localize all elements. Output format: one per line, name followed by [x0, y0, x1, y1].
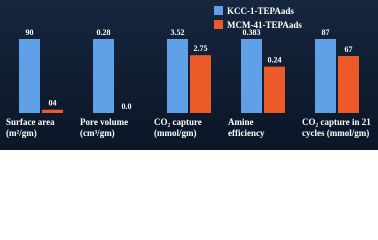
value-label: 0.0: [122, 102, 132, 111]
bar: [190, 55, 211, 113]
bar: [93, 39, 114, 113]
bar: [42, 109, 63, 113]
value-label: 04: [49, 99, 57, 108]
category-label: CO₂ capture (mmol/gm): [154, 117, 202, 138]
bar: [338, 56, 359, 113]
value-label: 0.28: [97, 28, 111, 37]
bar: [167, 39, 188, 113]
value-label: 90: [26, 28, 34, 37]
category-label: Pore volume (cm³/gm): [80, 117, 129, 138]
category-label: Surface area (m²/gm): [6, 117, 55, 138]
bar: [264, 66, 285, 113]
category-label: CO₂ capture in 21 cycles (mmol/gm): [302, 117, 371, 138]
value-label: 0.24: [268, 56, 282, 65]
chart: KCC-1-TEPAads MCM-41-TEPAads 90 04 0.28 0.0 3.…: [0, 0, 378, 150]
value-label: 3.52: [171, 28, 185, 37]
value-label: 87: [322, 28, 330, 37]
bar: [315, 39, 336, 113]
value-label: 2.75: [194, 44, 208, 53]
legend-swatch: [214, 6, 223, 15]
value-label: 0.383: [243, 28, 261, 37]
legend-label: KCC-1-TEPAads: [227, 6, 294, 16]
plot-area: KCC-1-TEPAads MCM-41-TEPAads 90 04 0.28 0.0 3.…: [19, 6, 359, 113]
bar: [241, 39, 262, 113]
bar: [19, 39, 40, 113]
legend-swatch: [214, 20, 223, 29]
category-label: Amine efficiency: [228, 117, 265, 138]
value-label: 67: [345, 45, 353, 54]
legend-label: MCM-41-TEPAads: [227, 20, 302, 30]
